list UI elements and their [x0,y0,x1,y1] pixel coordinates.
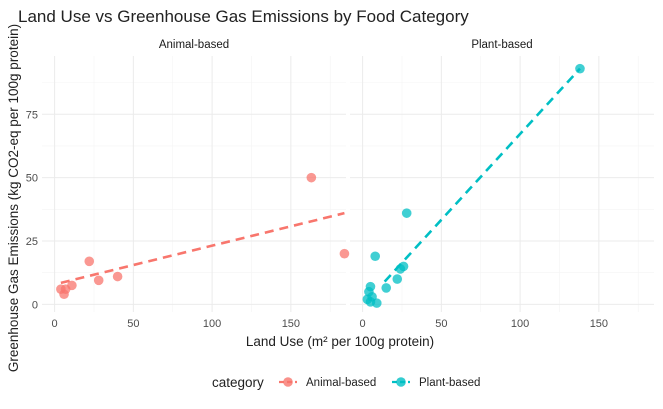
facet-strip-label: Plant-based [471,39,532,51]
x-axis-title: Land Use (m² per 100g protein) [246,334,434,349]
y-tick-label: 50 [26,173,38,185]
facet-strip-label: Animal-based [159,39,229,51]
legend-label: Plant-based [419,377,480,389]
x-tick-label: 150 [590,318,608,330]
x-tick-label: 50 [127,318,139,330]
data-point [84,256,95,267]
data-point [339,248,350,259]
y-axis-title: Greenhouse Gas Emissions (kg CO2-eq per … [6,24,21,372]
x-tick-label: 100 [203,318,221,330]
y-tick-label: 25 [26,236,38,248]
legend-label: Animal-based [306,377,376,389]
data-point [371,298,382,308]
facet-panel-plant-based: Plant-based 0 50 100 150 [350,39,654,330]
data-point [392,274,403,284]
legend-title: category [212,375,264,390]
y-tick-label: 75 [26,109,38,121]
data-point [365,281,376,292]
trend-line [383,67,581,283]
data-point [401,208,412,218]
data-point [93,275,104,286]
legend-marker [396,377,406,387]
x-tick-label: 0 [360,318,366,330]
legend-key-plant-based: Plant-based [392,377,480,389]
data-point [67,280,77,291]
x-tick-label: 50 [435,318,447,330]
data-point [306,172,317,183]
trend-line [60,211,345,285]
legend: category Animal-based Plant-based [212,375,480,390]
x-tick-label: 0 [52,318,58,330]
data-point [381,283,392,293]
data-point [112,271,123,282]
facet-panel-animal-based: Animal-based 0 50 100 150 0 25 50 75 [26,39,350,330]
data-point [575,63,585,74]
facet-panels: Animal-based 0 50 100 150 0 25 50 75 Plant-based 0… [26,39,654,330]
data-point [398,261,409,272]
y-tick-label: 0 [32,299,38,311]
legend-marker [283,377,293,387]
x-tick-label: 100 [511,318,529,330]
data-point [370,251,381,262]
x-tick-label: 150 [282,318,300,330]
chart-title: Land Use vs Greenhouse Gas Emissions by … [18,7,469,26]
legend-key-animal-based: Animal-based [279,377,376,389]
